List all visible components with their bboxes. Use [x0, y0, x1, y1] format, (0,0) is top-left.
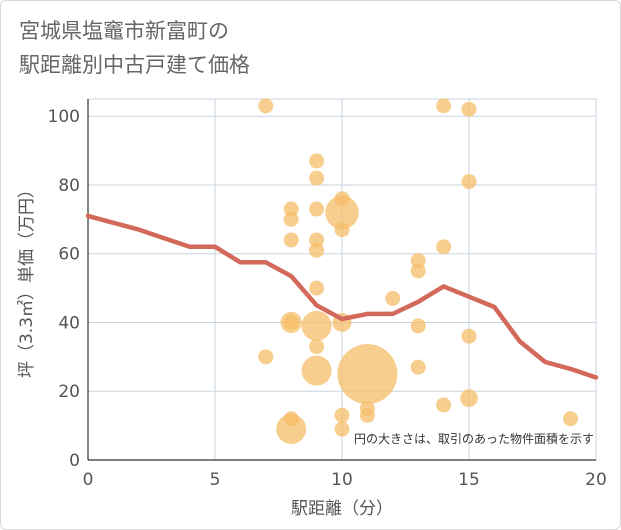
chart-title-line-1: 宮城県塩竈市新富町の — [19, 19, 229, 43]
data-point — [258, 349, 274, 365]
y-tick-label: 20 — [58, 382, 80, 402]
data-point — [283, 411, 299, 427]
y-tick-label: 80 — [58, 176, 80, 196]
chart-title-line-2: 駅距離別中古戸建て価格 — [19, 53, 250, 77]
data-point — [309, 170, 325, 186]
data-point — [410, 263, 426, 279]
chart-title: 宮城県塩竈市新富町の 駅距離別中古戸建て価格 — [19, 14, 579, 82]
x-tick-label: 20 — [585, 470, 607, 490]
data-point — [334, 407, 350, 423]
data-point — [385, 290, 401, 306]
data-point — [258, 98, 274, 114]
x-tick-label: 5 — [210, 470, 221, 490]
data-point — [410, 253, 426, 269]
data-point — [301, 355, 332, 386]
x-tick-label: 0 — [83, 470, 94, 490]
data-point — [283, 314, 299, 330]
x-tick-label: 15 — [458, 470, 480, 490]
data-point — [309, 201, 325, 217]
y-axis-label: 坪（3.3㎡）単価（万円） — [17, 181, 37, 378]
data-point — [334, 421, 350, 437]
data-point — [410, 318, 426, 334]
data-point — [436, 397, 452, 413]
data-point — [325, 195, 359, 230]
data-point — [309, 242, 325, 258]
y-tick-label: 0 — [69, 451, 80, 471]
data-point — [309, 339, 325, 355]
data-point — [410, 359, 426, 375]
data-point — [283, 201, 299, 217]
y-tick-label: 100 — [48, 107, 80, 127]
data-point — [436, 239, 452, 255]
data-point — [461, 328, 477, 344]
data-point — [283, 211, 299, 227]
y-tick-label: 40 — [58, 313, 80, 333]
x-axis-label: 駅距離（分） — [291, 499, 393, 519]
chart-annotation: 円の大きさは、取引のあった物件面積を示す — [354, 431, 594, 446]
data-point — [461, 101, 477, 117]
data-point — [461, 174, 477, 190]
data-point — [276, 414, 307, 445]
data-point — [301, 310, 332, 341]
y-tick-label: 60 — [58, 245, 80, 265]
data-point — [334, 191, 350, 207]
data-point — [283, 232, 299, 248]
x-tick-label: 10 — [331, 470, 353, 490]
data-point — [309, 153, 325, 169]
data-point — [563, 411, 579, 427]
data-point — [460, 389, 478, 407]
data-point — [334, 222, 350, 238]
data-point — [359, 407, 375, 423]
data-point — [309, 280, 325, 296]
data-point — [337, 344, 398, 405]
data-point — [436, 98, 452, 114]
series-line-average — [85, 213, 599, 380]
data-point — [309, 232, 325, 248]
